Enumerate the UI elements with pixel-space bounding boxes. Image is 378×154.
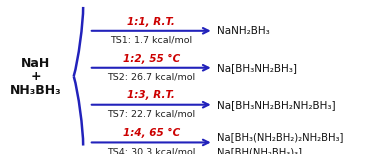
Text: +: + — [31, 71, 41, 83]
Text: Na[BH(NH₂BH₃)₃]: Na[BH(NH₂BH₃)₃] — [217, 147, 302, 154]
Text: Na[BH₃NH₂BH₃]: Na[BH₃NH₂BH₃] — [217, 63, 297, 73]
Text: TS2: 26.7 kcal/mol: TS2: 26.7 kcal/mol — [107, 73, 195, 81]
Text: NaH: NaH — [21, 57, 51, 70]
Text: Na[BH₃NH₂BH₂NH₂BH₃]: Na[BH₃NH₂BH₂NH₂BH₃] — [217, 100, 336, 110]
Text: 1:2, 55 °C: 1:2, 55 °C — [122, 53, 180, 64]
Text: Na[BH₃(NH₂BH₂)₂NH₂BH₃]: Na[BH₃(NH₂BH₂)₂NH₂BH₃] — [217, 132, 344, 142]
Text: 1:4, 65 °C: 1:4, 65 °C — [122, 128, 180, 138]
Text: NH₃BH₃: NH₃BH₃ — [10, 84, 62, 97]
Text: 1:1, R.T.: 1:1, R.T. — [127, 17, 175, 26]
Text: 1:3, R.T.: 1:3, R.T. — [127, 91, 175, 100]
Text: TS7: 22.7 kcal/mol: TS7: 22.7 kcal/mol — [107, 109, 195, 118]
Text: TS1: 1.7 kcal/mol: TS1: 1.7 kcal/mol — [110, 36, 192, 45]
Text: NaNH₂BH₃: NaNH₂BH₃ — [217, 26, 270, 36]
Text: TS4: 30.3 kcal/mol: TS4: 30.3 kcal/mol — [107, 147, 195, 154]
